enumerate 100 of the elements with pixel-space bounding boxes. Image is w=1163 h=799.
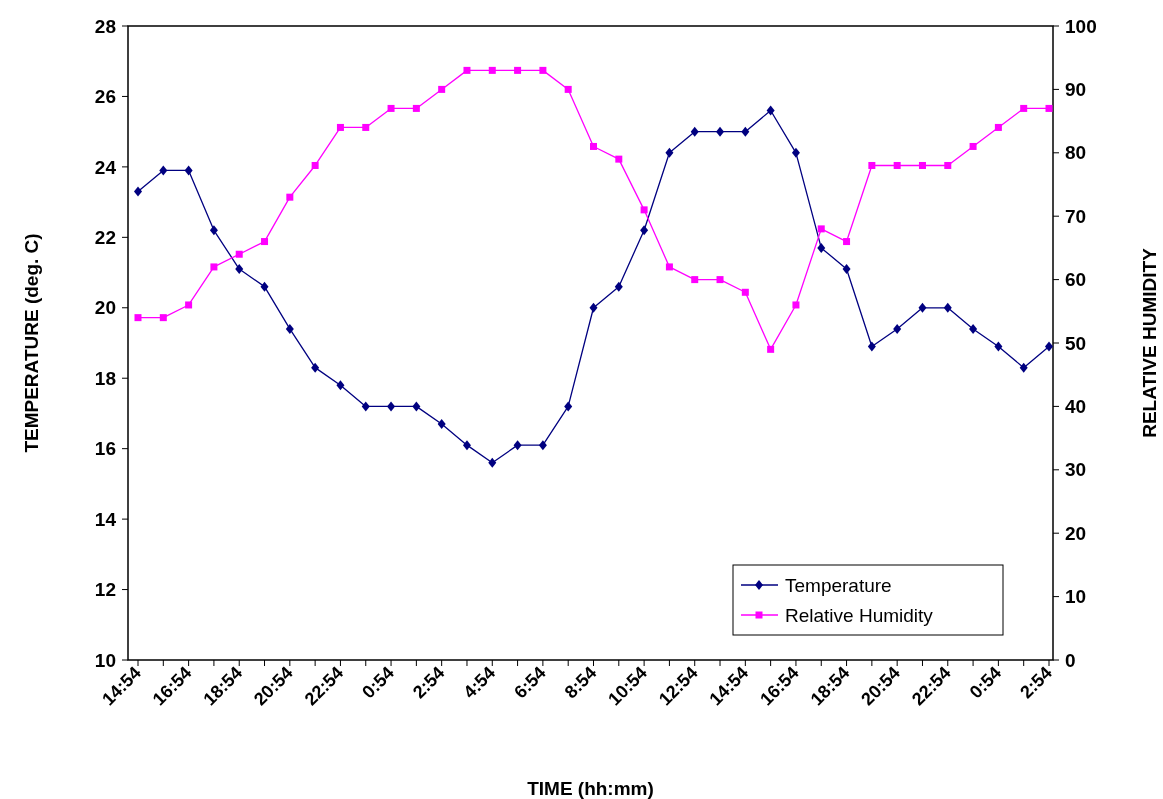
- point: [969, 142, 977, 150]
- y2-tick-label: 0: [1065, 649, 1076, 671]
- point: [387, 401, 396, 412]
- point: [210, 263, 218, 271]
- legend-label: Relative Humidity: [785, 604, 934, 626]
- point: [514, 66, 522, 74]
- point: [867, 341, 876, 352]
- point: [260, 281, 269, 292]
- point: [412, 401, 421, 412]
- point: [817, 225, 825, 233]
- y2-tick-label: 10: [1065, 586, 1087, 608]
- point: [690, 126, 699, 137]
- point: [791, 147, 800, 158]
- point: [488, 66, 496, 74]
- point: [539, 66, 547, 74]
- point: [564, 401, 573, 412]
- point: [564, 85, 572, 93]
- point: [311, 362, 320, 373]
- point: [766, 105, 775, 116]
- point: [843, 238, 851, 246]
- point: [893, 323, 902, 334]
- point: [1019, 362, 1028, 373]
- point: [185, 301, 193, 309]
- y-tick-label: 20: [94, 297, 116, 319]
- point: [513, 440, 522, 451]
- point: [665, 147, 674, 158]
- point: [842, 264, 851, 275]
- y-tick-label: 16: [94, 438, 116, 460]
- x-axis-title: TIME (hh:mm): [527, 778, 654, 799]
- y2-tick-label: 100: [1065, 15, 1097, 37]
- point: [1045, 341, 1053, 352]
- y-tick-label: 18: [94, 367, 116, 389]
- y-axis-title: TEMPERATURE (deg. C): [21, 233, 42, 453]
- y2-tick-label: 40: [1065, 396, 1087, 418]
- point: [437, 419, 446, 430]
- point: [463, 66, 471, 74]
- point: [261, 238, 269, 246]
- y2-tick-label: 20: [1065, 522, 1087, 544]
- point: [361, 401, 370, 412]
- point: [944, 161, 952, 169]
- point: [893, 161, 901, 169]
- point: [665, 263, 673, 271]
- point: [918, 161, 926, 169]
- y-tick-label: 28: [94, 15, 116, 37]
- point: [994, 123, 1002, 131]
- point: [1045, 104, 1053, 112]
- point: [134, 186, 142, 197]
- y2-tick-label: 50: [1065, 332, 1087, 354]
- y2-tick-label: 90: [1065, 79, 1087, 101]
- point: [311, 161, 319, 169]
- y-tick-label: 12: [94, 579, 116, 601]
- point: [817, 242, 826, 253]
- point: [767, 345, 775, 353]
- point: [716, 126, 725, 137]
- point: [438, 85, 446, 93]
- point: [792, 301, 800, 309]
- point: [741, 126, 750, 137]
- point: [994, 341, 1003, 352]
- point: [943, 302, 952, 313]
- point: [412, 104, 420, 112]
- point: [235, 264, 244, 275]
- point: [336, 123, 344, 131]
- y-tick-label: 22: [94, 226, 116, 248]
- point: [184, 165, 193, 176]
- point: [462, 440, 471, 451]
- y2-tick-label: 70: [1065, 205, 1087, 227]
- point: [235, 250, 243, 258]
- point: [159, 314, 167, 322]
- point: [285, 323, 294, 334]
- point: [741, 288, 749, 296]
- y-tick-label: 10: [94, 649, 116, 671]
- point: [589, 302, 598, 313]
- point: [488, 457, 497, 468]
- point: [918, 302, 927, 313]
- y-tick-label: 26: [94, 86, 116, 108]
- point: [590, 142, 597, 150]
- y2-tick-label: 80: [1065, 142, 1087, 164]
- point: [159, 165, 168, 176]
- point: [716, 276, 724, 284]
- y-tick-label: 24: [94, 156, 117, 178]
- point: [691, 276, 699, 284]
- point: [387, 104, 395, 112]
- point: [134, 314, 142, 322]
- point: [640, 206, 648, 214]
- point: [615, 155, 623, 163]
- point: [209, 225, 218, 236]
- point: [362, 123, 370, 131]
- point: [868, 161, 876, 169]
- point: [336, 380, 345, 391]
- point: [640, 225, 649, 236]
- y2-axis-title: RELATIVE HUMIDITY: [1139, 247, 1160, 438]
- point: [1020, 104, 1028, 112]
- legend-label: Temperature: [785, 574, 892, 596]
- point: [286, 193, 294, 201]
- y2-tick-label: 60: [1065, 269, 1087, 291]
- point: [538, 440, 547, 451]
- y-tick-label: 14: [94, 508, 117, 530]
- point: [969, 323, 978, 334]
- point: [614, 281, 623, 292]
- y2-tick-label: 30: [1065, 459, 1087, 481]
